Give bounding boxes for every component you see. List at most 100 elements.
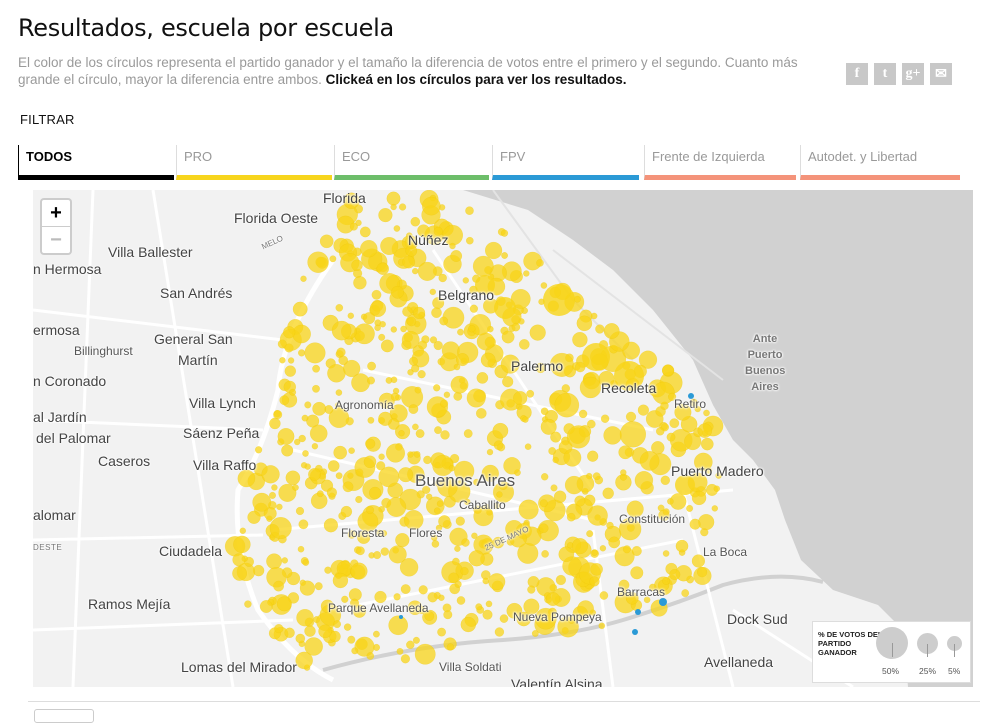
school-circle[interactable] [395,532,410,548]
school-circle[interactable] [298,519,309,530]
school-circle[interactable] [576,315,593,332]
school-circle[interactable] [522,521,530,529]
school-circle[interactable] [390,392,400,402]
school-circle[interactable] [365,438,376,449]
school-circle[interactable] [686,504,694,512]
school-circle[interactable] [407,451,414,458]
school-circle[interactable] [252,492,272,512]
school-circle[interactable] [553,490,567,503]
school-circle[interactable] [437,476,458,498]
school-circle[interactable] [292,301,308,317]
school-circle[interactable] [620,469,627,476]
school-circle[interactable] [481,464,499,483]
school-circle[interactable] [485,600,493,608]
school-circle[interactable] [407,369,414,376]
school-circle[interactable] [446,643,455,651]
school-circle[interactable] [577,600,594,617]
school-circle[interactable] [450,375,469,394]
school-circle[interactable] [430,534,438,542]
school-circle[interactable] [667,392,677,401]
school-circle[interactable] [374,590,387,604]
school-circle[interactable] [400,584,411,595]
school-circle[interactable] [555,574,567,586]
school-circle[interactable] [550,484,558,492]
school-circle[interactable] [524,443,532,451]
school-circle[interactable] [536,259,544,267]
school-circle[interactable] [302,559,310,566]
school-results-map[interactable]: + − Florida Florida Oeste Núñez MELO Vil… [33,190,973,687]
school-circle[interactable] [527,585,536,594]
school-circle[interactable] [475,603,483,611]
school-circle[interactable] [501,330,515,344]
school-circle[interactable] [667,498,674,505]
school-circle[interactable] [453,363,461,371]
school-circle[interactable] [309,424,328,443]
school-circle[interactable] [518,339,530,350]
school-circle[interactable] [380,236,399,256]
school-circle[interactable] [274,623,284,634]
school-circle[interactable] [354,636,375,657]
school-circle[interactable] [465,236,474,245]
school-circle[interactable] [518,499,539,520]
school-circle[interactable] [662,508,670,516]
school-circle[interactable] [378,453,385,460]
school-circle[interactable] [433,507,441,515]
school-circle[interactable] [523,270,530,277]
school-circle[interactable] [691,554,706,568]
school-circle[interactable] [457,328,464,336]
school-circle[interactable] [279,395,290,406]
school-circle[interactable] [277,427,295,445]
school-circle[interactable] [486,448,494,456]
school-circle[interactable] [634,471,654,490]
school-circle[interactable] [494,297,516,319]
school-circle[interactable] [335,303,344,312]
school-circle[interactable] [297,349,306,357]
school-circle[interactable] [522,416,529,423]
school-circle[interactable] [308,467,321,481]
school-circle[interactable] [284,627,295,639]
school-circle[interactable] [273,580,285,592]
school-circle[interactable] [535,362,546,374]
school-circle[interactable] [660,475,671,486]
school-circle[interactable] [471,532,478,540]
school-circle[interactable] [626,500,644,518]
school-circle[interactable] [402,255,416,269]
school-circle[interactable] [681,589,690,598]
school-circle-fpv[interactable] [399,615,403,619]
school-circle[interactable] [558,546,575,563]
school-circle[interactable] [332,572,349,589]
school-circle[interactable] [300,275,307,283]
school-circle[interactable] [336,347,346,357]
school-circle[interactable] [461,538,470,547]
school-circle[interactable] [711,505,719,512]
school-circle[interactable] [440,430,450,440]
school-circle[interactable] [437,627,447,637]
school-circle[interactable] [391,285,404,299]
school-circle[interactable] [698,513,715,531]
school-circle[interactable] [406,640,415,650]
school-circle[interactable] [327,460,340,472]
school-circle[interactable] [380,529,388,537]
school-circle[interactable] [343,359,361,378]
school-circle[interactable] [304,463,311,470]
school-circle[interactable] [366,506,375,515]
school-circle[interactable] [529,324,546,341]
school-circle[interactable] [472,255,494,277]
school-circle[interactable] [335,389,343,396]
school-circle[interactable] [697,423,713,438]
school-circle[interactable] [402,306,413,317]
school-circle[interactable] [423,455,432,465]
school-circle[interactable] [492,422,509,439]
school-circle[interactable] [422,485,431,494]
school-circle[interactable] [464,498,471,506]
school-circle[interactable] [328,407,350,429]
school-circle[interactable] [417,224,430,238]
school-circle[interactable] [574,495,586,507]
school-circle[interactable] [355,219,362,227]
school-circle[interactable] [475,275,495,295]
school-circle[interactable] [434,426,442,435]
school-circle[interactable] [366,652,375,660]
school-circle[interactable] [367,361,377,371]
school-circle[interactable] [661,364,674,377]
school-circle[interactable] [431,307,442,319]
